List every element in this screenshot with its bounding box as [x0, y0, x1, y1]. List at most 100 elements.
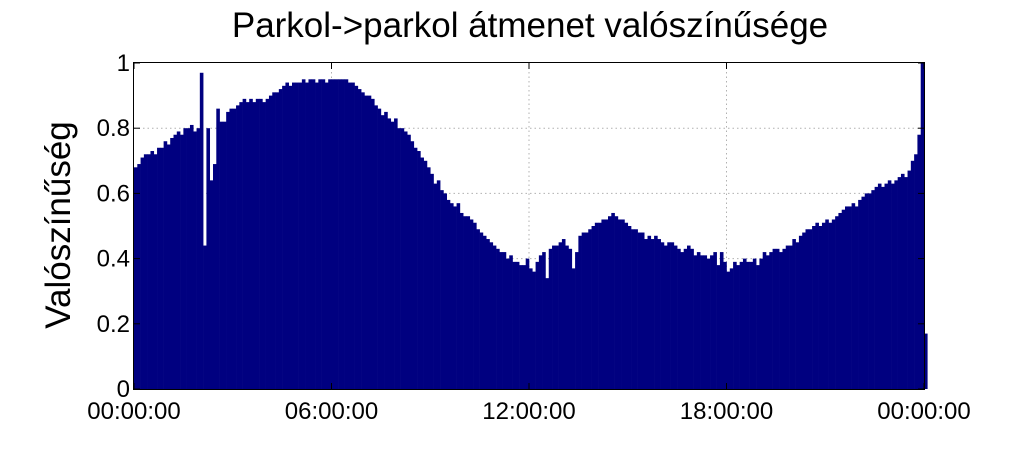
bar — [209, 180, 214, 389]
bar — [496, 248, 500, 389]
bar — [670, 242, 675, 389]
bar — [394, 118, 398, 390]
x-tick-label: 06:00:00 — [285, 398, 378, 425]
bar — [762, 252, 767, 389]
bar — [265, 98, 270, 390]
y-tick-label: 0.6 — [97, 180, 130, 207]
bar — [726, 271, 731, 389]
bar — [275, 92, 280, 389]
bar — [456, 203, 461, 389]
bar — [693, 255, 698, 389]
bar — [384, 111, 388, 390]
bar — [608, 216, 612, 389]
bar — [897, 177, 902, 389]
y-tick-label: 1 — [117, 50, 130, 77]
bar — [311, 79, 316, 390]
bar — [924, 333, 928, 389]
bar — [213, 164, 217, 389]
bar — [186, 128, 191, 389]
bar — [440, 190, 444, 389]
y-tick-label: 0.2 — [97, 311, 130, 338]
bar — [746, 261, 750, 389]
bar — [193, 131, 197, 389]
bar — [808, 229, 813, 389]
bar — [463, 216, 467, 389]
y-tick-label: 0.4 — [97, 246, 130, 273]
bar — [292, 82, 296, 389]
bar — [604, 219, 609, 389]
bar — [756, 265, 760, 389]
bar — [805, 229, 810, 389]
bar — [752, 258, 757, 389]
bar — [338, 79, 342, 390]
bar — [324, 82, 329, 389]
bar — [499, 252, 503, 389]
bar — [245, 102, 250, 390]
bar — [598, 222, 602, 389]
bar — [779, 252, 783, 389]
bar — [591, 226, 596, 389]
bar — [700, 255, 704, 389]
bar — [473, 222, 477, 389]
bar — [640, 232, 645, 389]
bar-series — [134, 63, 928, 390]
bar — [239, 102, 243, 390]
bar — [716, 265, 721, 389]
bar — [617, 219, 622, 389]
bar — [469, 219, 474, 389]
bar — [690, 248, 694, 389]
bar — [683, 248, 688, 389]
bar — [453, 206, 457, 389]
bar — [631, 229, 635, 389]
bar — [232, 108, 237, 389]
bar — [581, 232, 586, 389]
bar — [815, 222, 819, 389]
bar — [176, 131, 181, 389]
bar — [729, 268, 734, 389]
bar — [914, 154, 918, 389]
bar — [278, 89, 283, 389]
bar — [868, 193, 872, 389]
bar — [282, 85, 286, 389]
bar — [134, 167, 138, 389]
bar — [877, 183, 882, 389]
bar — [545, 278, 550, 389]
bar — [426, 167, 431, 389]
bar — [288, 85, 293, 389]
bar — [216, 108, 220, 389]
bar — [696, 252, 701, 389]
bar — [907, 170, 912, 389]
bar — [305, 82, 309, 389]
bar — [173, 134, 178, 389]
bar — [222, 121, 227, 390]
bar — [347, 82, 352, 389]
bar — [446, 199, 451, 389]
bar — [775, 248, 780, 389]
bar — [285, 82, 290, 389]
bar — [357, 89, 362, 389]
x-tick-label: 00:00:00 — [87, 398, 180, 425]
bar — [529, 268, 533, 389]
bar — [315, 82, 319, 389]
bar — [486, 239, 490, 389]
bar — [845, 206, 849, 389]
bar — [157, 147, 161, 389]
bar — [713, 252, 717, 389]
bar — [785, 245, 790, 389]
bar — [663, 245, 668, 389]
bar — [397, 128, 401, 389]
bar — [410, 141, 415, 389]
bar — [542, 252, 546, 389]
bar — [479, 232, 484, 389]
bar — [259, 98, 263, 390]
bar — [736, 265, 740, 389]
bar — [476, 229, 480, 389]
bar — [150, 151, 155, 389]
bar — [450, 203, 454, 389]
bar — [137, 164, 141, 389]
bar — [769, 252, 773, 389]
bar — [318, 79, 322, 390]
bar — [535, 261, 540, 389]
bar — [459, 212, 464, 389]
bar — [660, 242, 665, 389]
